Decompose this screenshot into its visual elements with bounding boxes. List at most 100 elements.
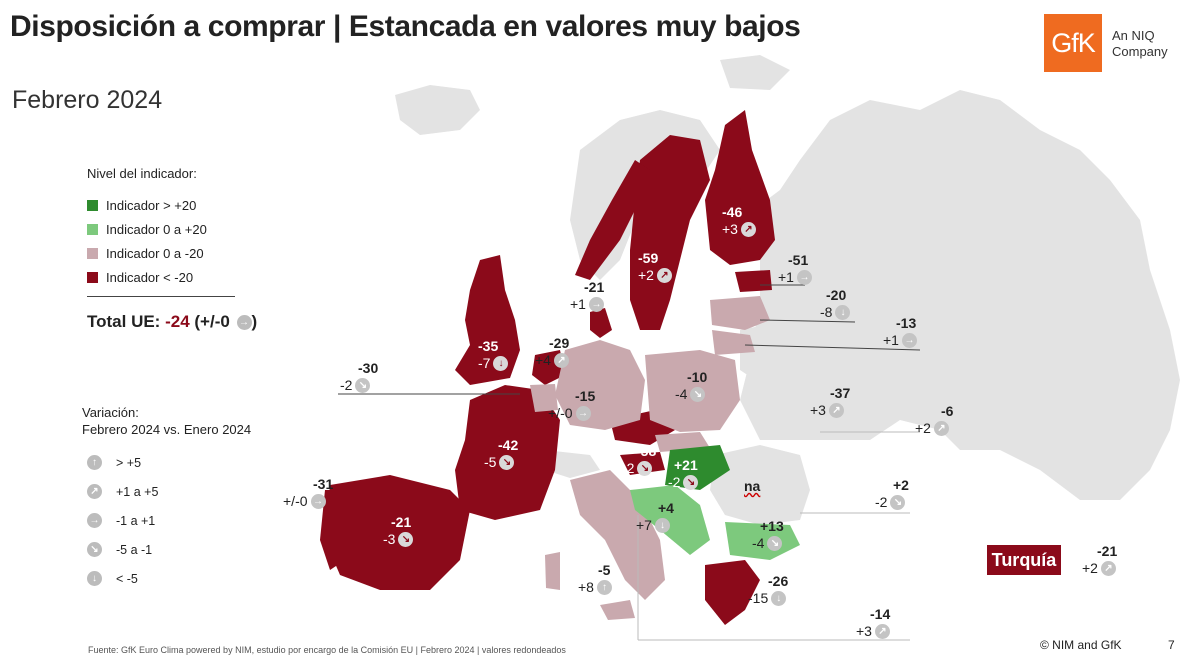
arrow-up-right-icon: ↗ [828, 403, 844, 418]
page-number: 7 [1168, 638, 1175, 652]
legend-label: Indicador < -20 [106, 270, 194, 285]
arrow-down-right-icon: ↘ [499, 455, 515, 470]
country-value: -20 [826, 287, 847, 303]
variation-item: ↘ -5 a -1 [87, 542, 152, 557]
country-label-sweden: -59 +2 ↗ [638, 250, 672, 284]
legend-item: Indicador > +20 [87, 198, 196, 213]
map-region-france [455, 385, 560, 520]
legend-title: Nivel del indicador: [87, 166, 197, 181]
country-change: +/-0 [283, 493, 308, 509]
arrow-up-right-icon: ↗ [740, 222, 756, 237]
country-label-germany: -15 +/-0 → [548, 388, 595, 422]
variation-item: ↗ +1 a +5 [87, 484, 158, 499]
arrow-up-right-icon: ↗ [933, 421, 949, 436]
source-note: Fuente: GfK Euro Clima powered by NIM, e… [88, 645, 566, 655]
map-region-uk [455, 255, 520, 385]
arrow-right-icon: → [796, 270, 812, 285]
country-change: +1 [570, 296, 586, 312]
arrow-up-icon: ↑ [596, 580, 612, 595]
map-region-bulgaria [725, 522, 800, 560]
country-change: -2 [668, 474, 681, 490]
variation-label: < -5 [116, 571, 138, 586]
page-subtitle: Febrero 2024 [12, 86, 163, 114]
arrow-down-icon: ↓ [87, 571, 102, 586]
country-label-cyprus: -14 +3 ↗ [856, 606, 890, 640]
legend-item: Indicador 0 a +20 [87, 222, 207, 237]
country-value: -6 [941, 403, 954, 419]
map-region-finland [705, 110, 775, 265]
map-region-denmark [590, 308, 612, 338]
legend-divider [87, 296, 235, 297]
map-region-gray-iceland [395, 85, 480, 135]
country-label-estonia: -51 +1 → [778, 252, 812, 286]
arrow-up-right-icon: ↗ [553, 353, 569, 368]
map-region-gray-svalbard [720, 55, 790, 90]
variation-label: +1 a +5 [116, 484, 159, 499]
arrow-down-right-icon: ↘ [683, 475, 699, 490]
country-change: +3 [722, 221, 738, 237]
country-label-ireland: -35 -7 ↓ [478, 338, 509, 372]
legend-swatch-dark-red [87, 272, 98, 283]
arrow-down-right-icon: ↘ [355, 378, 371, 393]
country-value: -35 [478, 338, 499, 354]
copyright: © NIM and GfK [1040, 638, 1122, 652]
country-label-hungary: +21 -2 ↘ [668, 457, 699, 491]
country-label-romania: na [744, 478, 760, 495]
variation-item: ↓ < -5 [87, 571, 138, 586]
turkey-badge: Turquía [987, 545, 1061, 575]
country-change: +2 [915, 420, 931, 436]
country-label-france: -42 -5 ↘ [484, 437, 518, 471]
country-change: +1 [883, 332, 899, 348]
legend-swatch-green [87, 200, 98, 211]
variation-title: Variación: Febrero 2024 vs. Enero 2024 [82, 404, 251, 438]
country-value: -15 [575, 388, 596, 404]
variation-label: > +5 [116, 455, 142, 470]
country-change: +1 [778, 269, 794, 285]
country-change: -4 [752, 535, 765, 551]
map-region-estonia [735, 270, 772, 292]
country-label-bulgaria: +13 -4 ↘ [752, 518, 784, 552]
country-value: -37 [830, 385, 851, 401]
map-region-lithuania [712, 330, 755, 355]
leader-line-latvia [759, 319, 856, 323]
arrow-down-right-icon: ↘ [87, 542, 102, 557]
country-change: +2 [1082, 560, 1098, 576]
country-value: +21 [674, 457, 698, 473]
country-label-finland: -46 +3 ↗ [722, 204, 756, 238]
eu-total-label: Total UE: [87, 312, 166, 331]
arrow-right-icon: → [87, 513, 102, 528]
map-region-sweden [630, 135, 710, 330]
gfk-logo: GfK [1044, 14, 1102, 72]
country-change: +2 [638, 267, 654, 283]
map-region-spain [325, 475, 470, 590]
arrow-up-icon: ↑ [87, 455, 102, 470]
country-change: -2 [622, 460, 635, 476]
country-value: +4 [658, 500, 674, 516]
country-change: -2 [340, 377, 353, 393]
country-change: -3 [383, 531, 396, 547]
logo-tagline: An NIQ Company [1112, 28, 1168, 60]
map-region-gray-east [740, 90, 1180, 500]
country-value: -21 [584, 279, 605, 295]
arrow-down-right-icon: ↘ [690, 387, 706, 402]
legend-label: Indicador > +20 [106, 198, 197, 213]
country-change: +/-0 [548, 405, 573, 421]
arrow-down-icon: ↓ [654, 518, 670, 533]
country-change: -2 [875, 494, 888, 510]
country-label-lithuania: -13 +1 → [883, 315, 917, 349]
country-label-greece: -26 -15 ↓ [748, 573, 788, 607]
legend-item: Indicador 0 a -20 [87, 246, 204, 261]
country-label-spain: -21 -3 ↘ [383, 514, 414, 548]
country-change: +3 [810, 402, 826, 418]
country-value: -21 [1097, 543, 1118, 559]
arrow-right-icon: → [575, 406, 591, 421]
country-label-italy: -5 +8 ↑ [578, 562, 612, 596]
map-region-czech [655, 432, 710, 452]
arrow-up-right-icon: ↗ [87, 484, 102, 499]
country-value: -58 [636, 443, 657, 459]
country-value: -42 [498, 437, 519, 453]
country-value: na [744, 478, 761, 494]
country-value: +13 [760, 518, 784, 534]
country-label-austria: -58 -2 ↘ [622, 443, 656, 477]
country-label-denmark: -21 +1 → [570, 279, 604, 313]
